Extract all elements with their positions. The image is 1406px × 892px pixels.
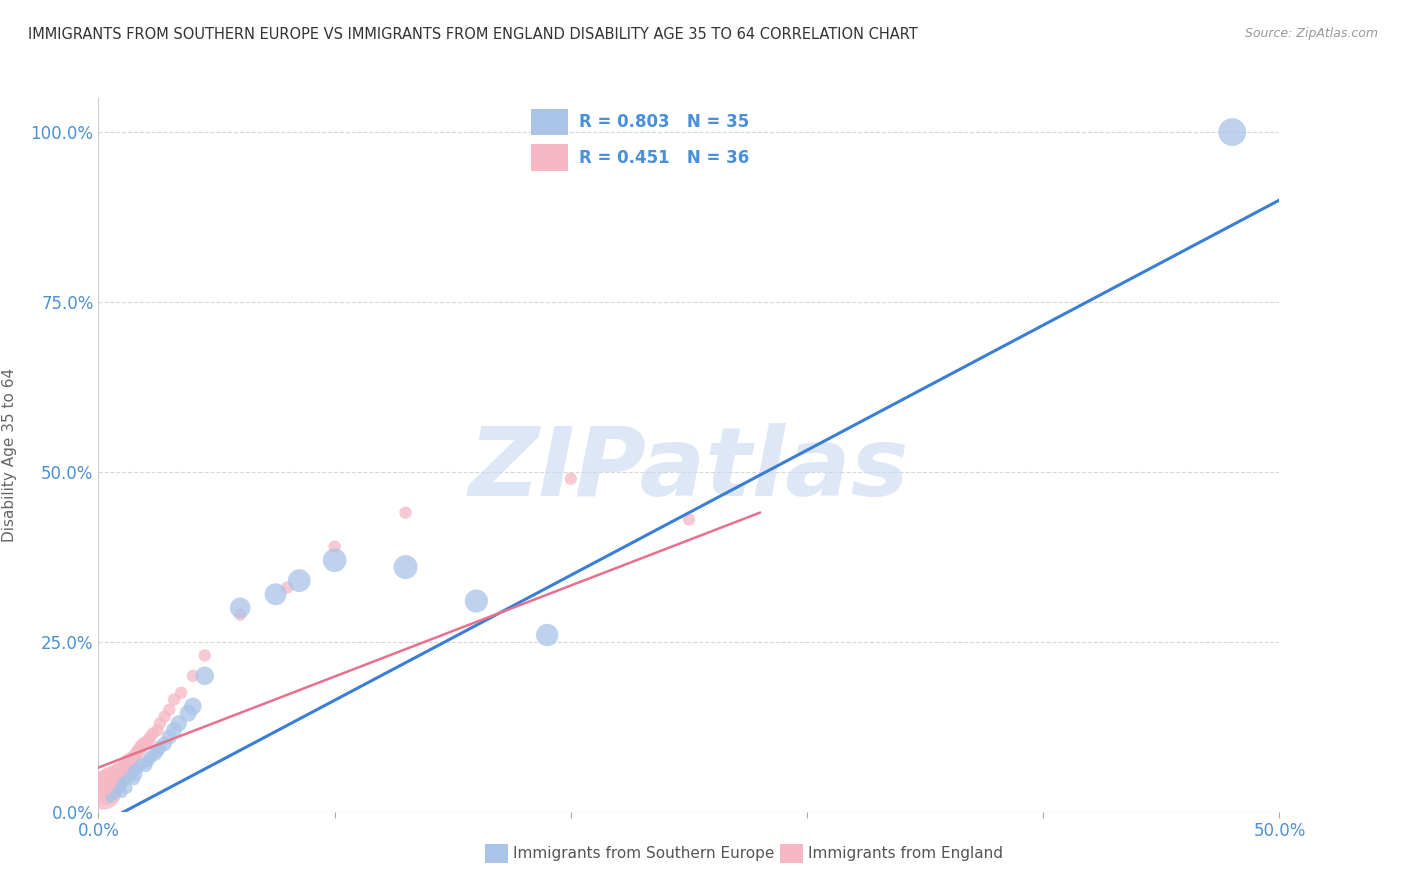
Point xyxy=(94,780,117,795)
Point xyxy=(146,743,169,757)
Text: ZIPatlas: ZIPatlas xyxy=(468,423,910,516)
Point xyxy=(104,772,127,786)
Point xyxy=(678,512,700,526)
Text: R = 0.803   N = 35: R = 0.803 N = 35 xyxy=(579,113,749,131)
Point xyxy=(111,765,134,780)
Point xyxy=(264,587,287,601)
Point xyxy=(132,737,155,751)
FancyBboxPatch shape xyxy=(531,145,568,171)
Point xyxy=(97,778,120,792)
Point xyxy=(105,784,128,798)
Text: Source: ZipAtlas.com: Source: ZipAtlas.com xyxy=(1244,27,1378,40)
Point xyxy=(118,771,141,785)
Point xyxy=(129,757,152,772)
Point xyxy=(194,648,217,663)
Point xyxy=(115,757,138,772)
Point xyxy=(1220,125,1243,139)
Point xyxy=(163,723,186,738)
Point xyxy=(111,778,134,792)
Point xyxy=(108,780,131,795)
Point xyxy=(136,733,159,747)
Point xyxy=(139,730,162,744)
Point xyxy=(163,692,186,706)
Point xyxy=(323,540,346,554)
Point xyxy=(157,730,180,744)
Point xyxy=(112,760,135,774)
Y-axis label: Disability Age 35 to 64: Disability Age 35 to 64 xyxy=(1,368,17,542)
Point xyxy=(142,726,165,740)
FancyBboxPatch shape xyxy=(531,109,568,136)
Point xyxy=(135,737,157,751)
Point xyxy=(181,669,204,683)
Point xyxy=(91,784,114,798)
Point xyxy=(149,740,172,755)
Point xyxy=(122,764,145,778)
Point xyxy=(128,743,150,757)
Point xyxy=(108,764,131,778)
Point xyxy=(229,600,252,615)
Point xyxy=(194,669,217,683)
Point xyxy=(115,780,138,795)
Point xyxy=(125,747,148,761)
Point xyxy=(105,767,128,781)
Point xyxy=(323,553,346,567)
Point xyxy=(101,771,124,785)
Text: IMMIGRANTS FROM SOUTHERN EUROPE VS IMMIGRANTS FROM ENGLAND DISABILITY AGE 35 TO : IMMIGRANTS FROM SOUTHERN EUROPE VS IMMIG… xyxy=(28,27,918,42)
Point xyxy=(122,772,145,786)
Point xyxy=(177,706,200,721)
Point xyxy=(276,581,298,595)
Point xyxy=(167,716,190,731)
Point xyxy=(149,716,172,731)
Point xyxy=(146,723,169,738)
Text: Immigrants from England: Immigrants from England xyxy=(808,847,1004,861)
Point xyxy=(125,767,148,781)
Point xyxy=(128,760,150,774)
Point xyxy=(536,628,558,642)
Point xyxy=(394,560,416,574)
Point xyxy=(129,740,152,755)
Point xyxy=(153,709,176,723)
Point xyxy=(157,703,180,717)
Point xyxy=(139,750,162,764)
Point xyxy=(229,607,252,622)
Point xyxy=(122,750,145,764)
Point xyxy=(560,472,582,486)
Point xyxy=(121,756,143,770)
Point xyxy=(143,747,166,761)
Point xyxy=(181,699,204,714)
Text: Immigrants from Southern Europe: Immigrants from Southern Europe xyxy=(513,847,775,861)
Point xyxy=(153,737,176,751)
Point xyxy=(136,754,159,768)
Point xyxy=(112,774,135,789)
Point xyxy=(104,788,127,802)
Point xyxy=(118,754,141,768)
Point xyxy=(111,786,134,800)
Point xyxy=(288,574,311,588)
Point xyxy=(135,758,157,772)
Text: R = 0.451   N = 36: R = 0.451 N = 36 xyxy=(579,149,749,167)
Point xyxy=(170,686,193,700)
Point xyxy=(98,774,121,789)
Point xyxy=(465,594,488,608)
Point xyxy=(394,506,416,520)
Point xyxy=(98,791,121,805)
